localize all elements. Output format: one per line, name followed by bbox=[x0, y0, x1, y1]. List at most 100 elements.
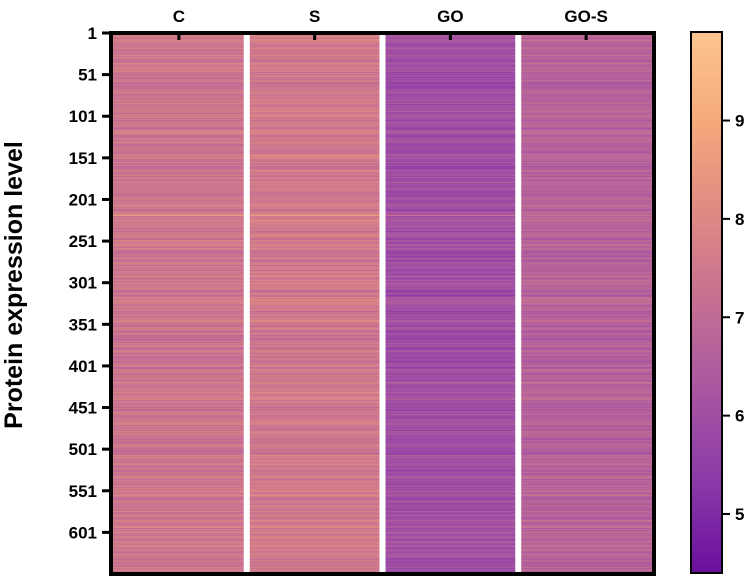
heatmap-cell bbox=[518, 164, 654, 166]
heatmap-cell bbox=[246, 409, 383, 411]
heatmap-cell bbox=[518, 537, 654, 539]
heatmap-cell bbox=[246, 246, 383, 248]
heatmap-cell bbox=[518, 76, 654, 78]
heatmap-cell bbox=[518, 148, 654, 150]
heatmap-cell bbox=[518, 476, 654, 478]
heatmap-cell bbox=[246, 430, 383, 433]
heatmap-cell bbox=[382, 417, 519, 419]
heatmap-cell bbox=[382, 500, 519, 502]
heatmap-cell bbox=[111, 503, 247, 505]
heatmap-cell bbox=[111, 453, 247, 455]
heatmap-cell bbox=[246, 142, 383, 145]
heatmap-cell bbox=[246, 365, 383, 368]
heatmap-cell bbox=[518, 107, 654, 110]
heatmap-cell bbox=[382, 174, 519, 176]
heatmap-cell bbox=[246, 355, 383, 358]
heatmap-cell bbox=[518, 332, 654, 334]
heatmap-cell bbox=[111, 211, 247, 213]
heatmap-cell bbox=[518, 387, 654, 389]
heatmap-cell bbox=[111, 171, 247, 173]
heatmap-cell bbox=[111, 114, 247, 116]
heatmap-cell bbox=[518, 138, 654, 140]
heatmap-cell bbox=[246, 460, 383, 463]
heatmap-cell bbox=[518, 205, 654, 207]
heatmap-cell bbox=[518, 216, 654, 218]
heatmap-cell bbox=[382, 271, 519, 274]
plot-frame bbox=[109, 31, 656, 576]
heatmap-cell bbox=[246, 201, 383, 204]
heatmap-cell bbox=[518, 232, 654, 234]
heatmap-cell bbox=[246, 469, 383, 472]
heatmap-cell bbox=[111, 58, 247, 61]
heatmap-cell bbox=[111, 182, 247, 185]
heatmap-cell bbox=[518, 211, 654, 213]
heatmap-cell bbox=[382, 175, 519, 177]
heatmap-cell bbox=[246, 230, 383, 232]
heatmap-cell bbox=[246, 541, 383, 543]
heatmap-cell bbox=[246, 454, 383, 457]
heatmap-cell bbox=[111, 337, 247, 339]
heatmap-cell bbox=[382, 509, 519, 512]
heatmap-cell bbox=[111, 375, 247, 377]
heatmap-cell bbox=[382, 339, 519, 341]
heatmap-cell bbox=[111, 65, 247, 67]
heatmap-cell bbox=[382, 318, 519, 320]
heatmap-cell bbox=[382, 252, 519, 254]
heatmap-cell bbox=[382, 321, 519, 324]
heatmap-cell bbox=[382, 117, 519, 120]
heatmap-cell bbox=[111, 414, 247, 416]
heatmap-cell bbox=[111, 493, 247, 495]
heatmap-cell bbox=[111, 126, 247, 128]
heatmap-cell bbox=[382, 107, 519, 109]
heatmap-cell bbox=[382, 372, 519, 374]
heatmap-cell bbox=[111, 195, 247, 197]
heatmap-cell bbox=[246, 434, 383, 436]
heatmap-cell bbox=[111, 354, 247, 356]
heatmap-cell bbox=[518, 215, 654, 217]
heatmap-cell bbox=[518, 417, 654, 419]
heatmap-cell bbox=[382, 554, 519, 557]
heatmap-cell bbox=[246, 307, 383, 309]
heatmap-cell bbox=[111, 373, 247, 375]
heatmap-cell bbox=[246, 321, 383, 324]
heatmap-cell bbox=[111, 119, 247, 121]
heatmap-cell bbox=[518, 276, 654, 278]
heatmap-cell bbox=[246, 236, 383, 238]
heatmap-cell bbox=[111, 449, 247, 451]
heatmap-cell bbox=[246, 467, 383, 469]
heatmap-cell bbox=[518, 432, 654, 434]
heatmap-cell bbox=[246, 313, 383, 315]
column-separator bbox=[379, 33, 386, 574]
heatmap-cell bbox=[246, 100, 383, 102]
heatmap-cell bbox=[111, 122, 247, 124]
heatmap-cell bbox=[111, 496, 247, 498]
heatmap-cell bbox=[518, 236, 654, 239]
heatmap-cell bbox=[111, 325, 247, 327]
heatmap-cell bbox=[518, 236, 654, 238]
heatmap-cell bbox=[382, 49, 519, 51]
heatmap-cell bbox=[111, 516, 247, 518]
heatmap-cell bbox=[246, 146, 383, 148]
heatmap-cell bbox=[382, 216, 519, 218]
heatmap-cell bbox=[111, 449, 247, 452]
heatmap-cell bbox=[518, 224, 654, 226]
heatmap-cell bbox=[246, 431, 383, 433]
heatmap-cell bbox=[111, 387, 247, 389]
heatmap-cell bbox=[246, 153, 383, 155]
heatmap-cell bbox=[382, 274, 519, 276]
heatmap-cell bbox=[382, 160, 519, 162]
heatmap-cell bbox=[382, 391, 519, 393]
heatmap-cell bbox=[518, 310, 654, 312]
heatmap-cell bbox=[382, 365, 519, 367]
heatmap-cell bbox=[518, 271, 654, 274]
heatmap-cell bbox=[111, 499, 247, 502]
heatmap-cell bbox=[111, 162, 247, 164]
heatmap-cell bbox=[111, 203, 247, 205]
heatmap-cell bbox=[382, 434, 519, 436]
heatmap-cell bbox=[518, 194, 654, 196]
heatmap-cell bbox=[111, 57, 247, 59]
heatmap-cell bbox=[518, 359, 654, 361]
heatmap-cell bbox=[382, 230, 519, 232]
heatmap-cell bbox=[246, 215, 383, 217]
heatmap-cell bbox=[246, 229, 383, 231]
